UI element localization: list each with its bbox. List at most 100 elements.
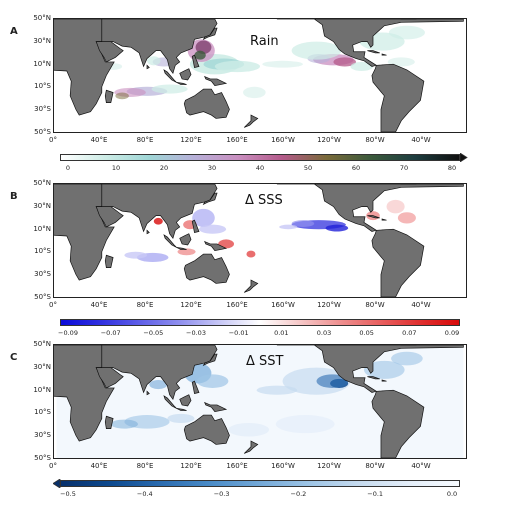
land-madagascar (104, 254, 114, 268)
field-patch (391, 351, 423, 366)
field-anomaly-layer (104, 25, 425, 100)
colorbar-tick-label: 0.0 (446, 490, 458, 498)
longitude-label: 120°W (317, 301, 341, 309)
field-patch (196, 374, 229, 388)
colorbar-tick-label: 50 (303, 164, 313, 172)
field-patch (167, 413, 195, 423)
land-newguinea (203, 75, 228, 86)
field-patch (192, 208, 215, 227)
colorbar-tick-label: 0.09 (444, 329, 460, 337)
land-cuba (367, 50, 380, 54)
latitude-label: 10°S (34, 247, 51, 256)
longitude-label: 40°E (90, 136, 108, 144)
longitude-label: 160°E (226, 301, 248, 309)
latitude-label: 10°S (34, 408, 51, 417)
field-patch (153, 217, 163, 225)
longitude-label: 120°E (180, 462, 202, 470)
longitude-label: 80°E (136, 462, 154, 470)
latitude-label: 50°N (33, 14, 51, 22)
field-patch (177, 248, 196, 256)
field-patch (198, 224, 227, 234)
colorbar-tick-label: −0.05 (143, 329, 164, 337)
land-philippines (191, 380, 200, 394)
land-layer (54, 19, 464, 132)
colorbar-tick-label: 10 (111, 164, 121, 172)
field-patch (291, 41, 342, 60)
land-nz (243, 440, 259, 454)
land-cuba (367, 376, 380, 380)
land-srilanka (146, 390, 150, 396)
map-canvas (54, 345, 464, 458)
land-namerica (276, 19, 464, 67)
panel-letter: A (10, 26, 18, 37)
latitude-label: 50°N (33, 179, 51, 187)
land-australia (183, 253, 230, 284)
latitude-label: 30°S (34, 270, 51, 279)
colorbar-tick-label: 0 (65, 164, 71, 172)
latitude-label: 50°S (34, 454, 51, 462)
longitude-label: 160°W (271, 301, 295, 309)
field-patch (194, 50, 206, 60)
land-hispaniola (381, 379, 387, 382)
longitude-label: 40°W (411, 462, 431, 470)
longitude-label: 120°W (317, 136, 341, 144)
field-anomaly-layer (110, 351, 423, 437)
colorbar (60, 319, 460, 326)
land-asia (101, 184, 218, 239)
land-japan (202, 27, 218, 41)
panel-letter: B (10, 191, 18, 202)
longitude-label: 80°E (136, 136, 154, 144)
colorbar-tick-label: 0.07 (402, 329, 417, 337)
land-australia (183, 414, 230, 445)
colorbar-tick-label: 80 (447, 164, 457, 172)
longitude-label: 120°E (180, 301, 202, 309)
field-patch (246, 250, 256, 258)
colorbar-tick-label: −0.3 (213, 490, 230, 498)
latitude-label: 30°S (34, 105, 51, 114)
field-patch (387, 57, 415, 67)
latitude-label: 30°N (33, 362, 51, 371)
colorbar-tick-label: −0.07 (100, 329, 121, 337)
land-australia (183, 88, 230, 119)
field-patch (279, 224, 298, 230)
colorbar (60, 154, 460, 161)
land-arabia (95, 206, 124, 228)
land-arabia (95, 41, 124, 63)
colorbar (60, 480, 460, 487)
longitude-label: 160°W (271, 136, 295, 144)
field-patch (282, 367, 351, 395)
land-srilanka (146, 64, 150, 70)
land-newguinea (203, 401, 228, 412)
longitude-label: 0° (49, 462, 57, 470)
latitude-label: 50°N (33, 340, 51, 348)
panel-letter: C (10, 352, 18, 363)
field-patch (325, 224, 349, 232)
field-patch (115, 92, 129, 100)
colorbar-tick-label: 0.01 (274, 329, 289, 337)
land-cuba (367, 215, 380, 219)
colorbar-tick-label: 40 (255, 164, 265, 172)
land-java (176, 246, 187, 250)
longitude-label: 0° (49, 136, 57, 144)
map-title: Δ SSS (245, 193, 283, 208)
colorbar-tick-label: −0.01 (228, 329, 249, 337)
land-asia (101, 19, 218, 74)
longitude-label: 120°W (317, 462, 341, 470)
map-title: Δ SST (246, 354, 284, 369)
colorbar-extend-arrow (460, 153, 468, 162)
field-patch (151, 84, 188, 94)
field-patch (256, 385, 298, 395)
field-patch (275, 415, 335, 434)
colorbar-tick-label: 60 (351, 164, 361, 172)
land-namerica (276, 345, 464, 393)
colorbar-tick-label: −0.4 (136, 490, 153, 498)
field-patch (195, 40, 212, 55)
field-patch (110, 419, 138, 429)
field-patch (214, 60, 260, 73)
colorbar-tick-label: −0.03 (186, 329, 206, 337)
map-title: Rain (250, 34, 279, 49)
colorbar-tick-label: −0.09 (58, 329, 78, 337)
longitude-label: 40°E (90, 462, 108, 470)
colorbar-tick-label: −0.2 (290, 490, 307, 498)
land-borneo (179, 394, 192, 407)
